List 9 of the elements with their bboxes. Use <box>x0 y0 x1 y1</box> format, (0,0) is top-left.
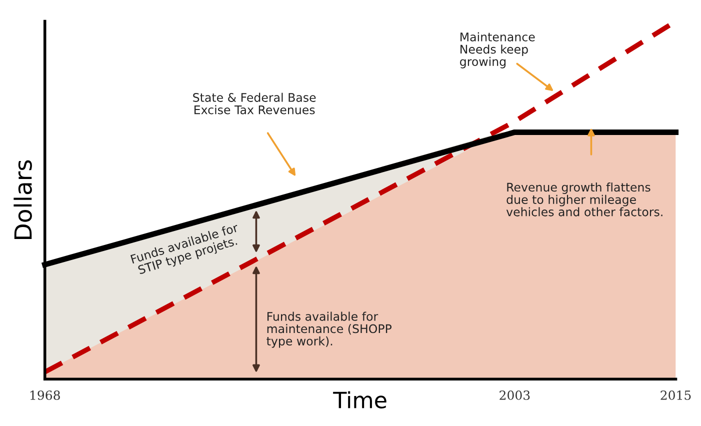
annotation: State & Federal Base Excise Tax Revenues <box>193 92 316 114</box>
x-tick-label: 1968 <box>30 390 60 400</box>
annotation: Maintenance Needs keep growing <box>460 32 535 68</box>
y-axis-title: Dollars <box>14 160 32 240</box>
x-axis-title: Time <box>333 391 386 408</box>
x-tick-label: 2015 <box>660 390 691 400</box>
annotation: Revenue growth flattens due to higher mileage vehicles and other factors. <box>506 182 662 216</box>
annotation: Funds available for maintenance (SHOPP type work). <box>266 312 392 348</box>
x-tick-label: 2003 <box>500 390 530 400</box>
